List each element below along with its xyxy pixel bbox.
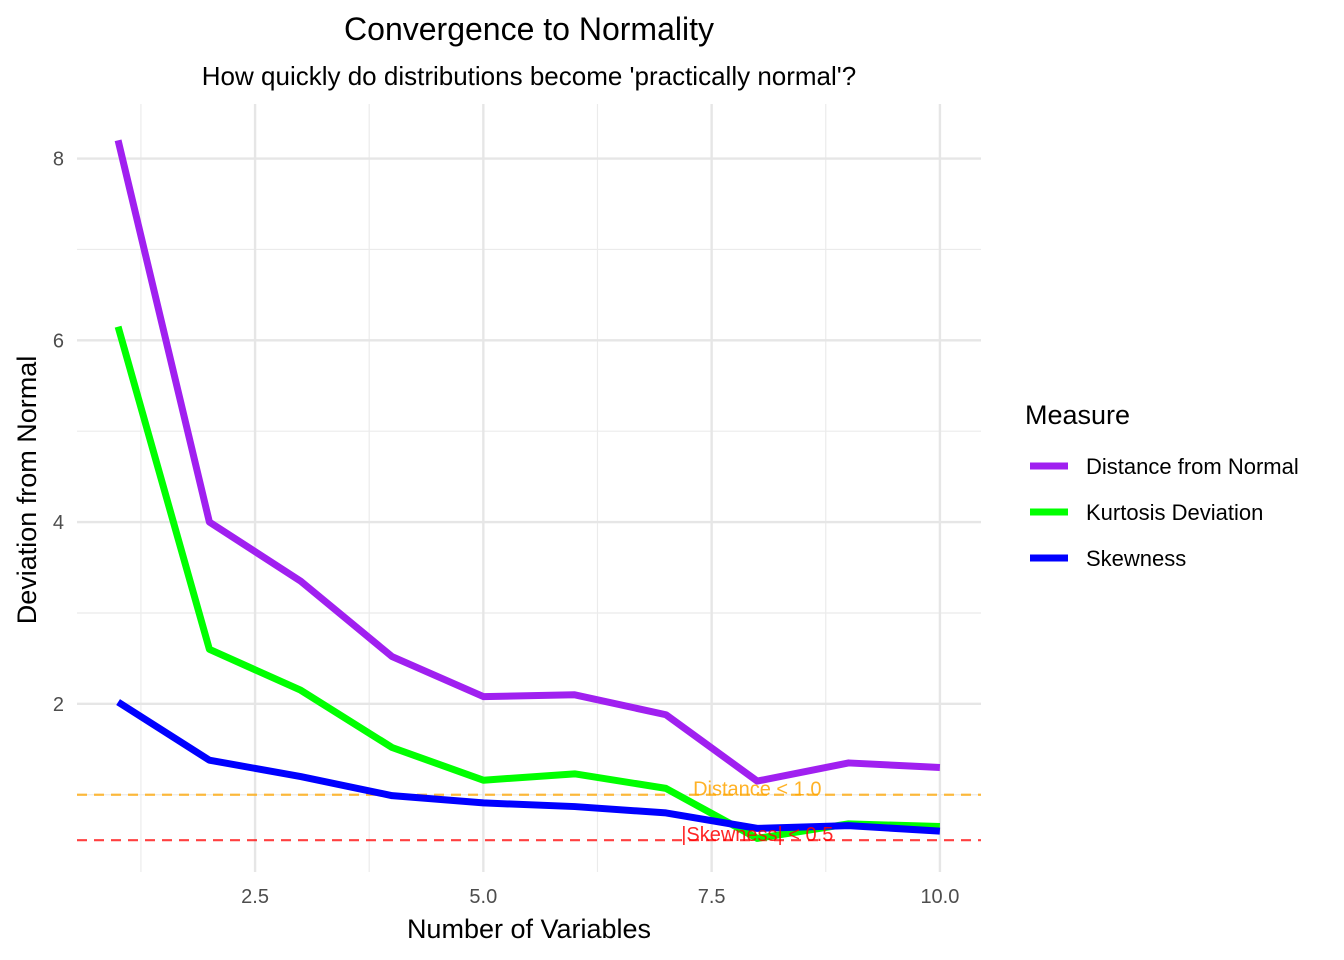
x-axis-title: Number of Variables	[407, 914, 651, 944]
legend: Measure Distance from Normal Kurtosis Dev…	[1025, 400, 1299, 571]
series-line-0	[114, 139, 941, 785]
y-tick-label: 2	[53, 694, 64, 716]
x-tick-label: 7.5	[698, 886, 726, 908]
legend-title: Measure	[1025, 400, 1130, 430]
x-tick-label: 10.0	[920, 886, 959, 908]
reference-label-0: Distance < 1.0	[693, 779, 821, 801]
minor-gridlines	[77, 104, 981, 872]
reference-annotations: Distance < 1.0 |Skewness| < 0.5	[681, 779, 833, 846]
x-tick-label: 5.0	[469, 886, 497, 908]
y-tick-label: 6	[53, 330, 64, 352]
series-line-2	[116, 699, 941, 835]
chart-title: Convergence to Normality	[344, 11, 714, 47]
legend-label-0: Distance from Normal	[1086, 454, 1299, 479]
x-axis-ticks: 2.5 5.0 7.5 10.0	[241, 886, 959, 908]
series-lines	[114, 139, 941, 842]
y-tick-label: 4	[53, 512, 64, 534]
y-axis-ticks: 2 4 6 8	[53, 149, 64, 716]
x-tick-label: 2.5	[241, 886, 269, 908]
chart-subtitle: How quickly do distributions become 'pra…	[202, 61, 856, 91]
series-line-1	[114, 325, 941, 842]
reference-lines	[77, 793, 981, 842]
legend-label-2: Skewness	[1086, 546, 1186, 571]
y-axis-title: Deviation from Normal	[12, 356, 42, 625]
legend-items: Distance from Normal Kurtosis Deviation Sk…	[1030, 454, 1299, 571]
y-tick-label: 8	[53, 149, 64, 171]
major-gridlines	[77, 104, 981, 872]
legend-label-1: Kurtosis Deviation	[1086, 500, 1263, 525]
reference-label-1: |Skewness| < 0.5	[681, 824, 833, 846]
